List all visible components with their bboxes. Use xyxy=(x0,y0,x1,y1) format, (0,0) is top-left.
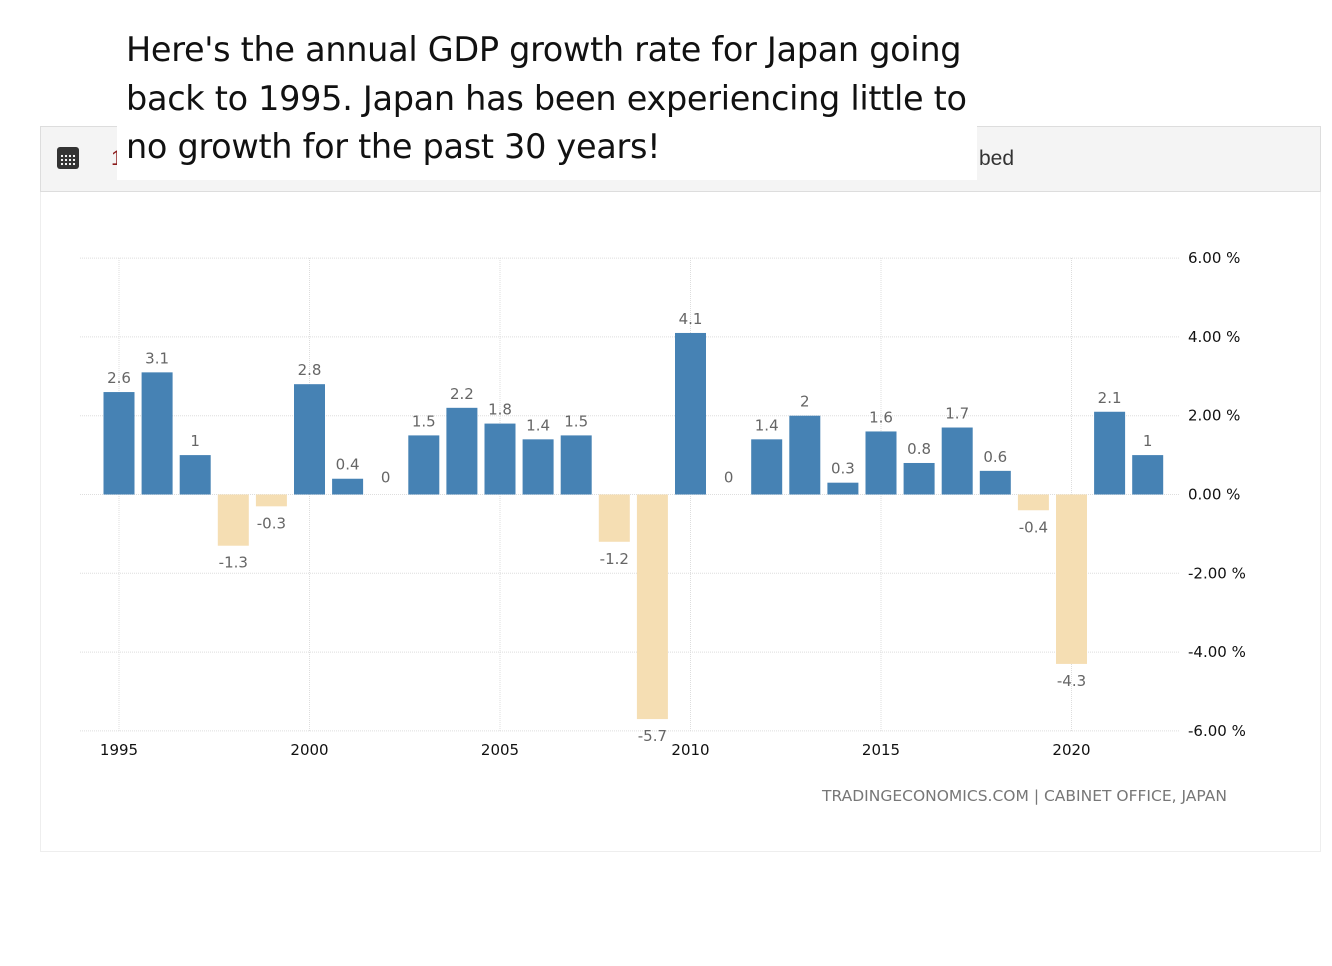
x-tick-label: 2020 xyxy=(1052,741,1090,759)
data-label-2006: 1.4 xyxy=(526,416,550,434)
x-tick-label: 2015 xyxy=(862,741,900,759)
data-label-2010: 4.1 xyxy=(679,310,703,328)
y-tick-label: 4.00 % xyxy=(1188,328,1240,346)
data-label-2021: 2.1 xyxy=(1098,389,1122,407)
data-label-2011: 0 xyxy=(724,469,734,487)
chart-panel xyxy=(40,192,1321,852)
data-label-2008: -1.2 xyxy=(600,550,629,568)
bar-2001 xyxy=(332,478,364,495)
bar-2020 xyxy=(1056,494,1087,664)
bar-2018 xyxy=(979,470,1011,495)
data-label-2003: 1.5 xyxy=(412,412,436,430)
source-agency: CABINET OFFICE, JAPAN xyxy=(1043,787,1227,805)
bar-2010 xyxy=(675,332,706,495)
toolbar-left-text[interactable]: 1 xyxy=(111,147,123,171)
bar-2019 xyxy=(1017,494,1049,511)
data-label-2015: 1.6 xyxy=(869,408,893,426)
bar-1997 xyxy=(179,455,211,495)
y-tick-label: -4.00 % xyxy=(1188,643,1246,661)
y-tick-label: 6.00 % xyxy=(1188,249,1240,267)
data-label-1997: 1 xyxy=(190,432,200,450)
bar-2009 xyxy=(636,494,668,720)
bar-2008 xyxy=(598,494,630,542)
data-label-2018: 0.6 xyxy=(983,448,1007,466)
data-label-2019: -0.4 xyxy=(1019,518,1048,536)
data-label-2017: 1.7 xyxy=(945,405,969,423)
y-tick-label: 0.00 % xyxy=(1188,486,1240,504)
data-label-1995: 2.6 xyxy=(107,369,131,387)
bar-2006 xyxy=(522,439,554,495)
chart-source: TRADINGECONOMICS.COM | CABINET OFFICE, J… xyxy=(822,787,1227,805)
bar-2004 xyxy=(446,407,478,495)
data-label-1998: -1.3 xyxy=(219,554,248,572)
data-label-2016: 0.8 xyxy=(907,440,931,458)
bar-2012 xyxy=(751,439,783,495)
bar-2003 xyxy=(408,435,440,495)
source-separator: | xyxy=(1033,787,1040,805)
data-label-2005: 1.8 xyxy=(488,401,512,419)
data-label-2013: 2 xyxy=(800,393,810,411)
data-label-2022: 1 xyxy=(1143,432,1153,450)
data-label-2012: 1.4 xyxy=(755,416,779,434)
bar-1996 xyxy=(141,372,173,495)
data-label-2007: 1.5 xyxy=(564,412,588,430)
data-label-2009: -5.7 xyxy=(638,727,667,745)
calendar-icon[interactable] xyxy=(57,147,79,169)
x-tick-label: 2000 xyxy=(290,741,328,759)
data-label-1996: 3.1 xyxy=(145,349,169,367)
bar-2005 xyxy=(484,423,516,495)
y-tick-label: -6.00 % xyxy=(1188,722,1246,740)
bar-2000 xyxy=(294,384,325,495)
bar-1998 xyxy=(217,494,249,546)
data-label-2000: 2.8 xyxy=(298,361,322,379)
bar-2014 xyxy=(827,482,859,495)
bar-2013 xyxy=(789,415,821,495)
bar-2021 xyxy=(1094,411,1126,495)
bar-2022 xyxy=(1132,455,1164,495)
y-tick-label: 2.00 % xyxy=(1188,407,1240,425)
data-label-1999: -0.3 xyxy=(257,514,286,532)
caption-text: Here's the annual GDP growth rate for Ja… xyxy=(117,24,977,180)
source-site[interactable]: TRADINGECONOMICS.COM xyxy=(822,787,1029,805)
bar-1995 xyxy=(103,392,135,495)
data-label-2004: 2.2 xyxy=(450,385,474,403)
y-tick-label: -2.00 % xyxy=(1188,564,1246,582)
bar-2017 xyxy=(941,427,973,495)
x-tick-label: 2005 xyxy=(481,741,519,759)
data-label-2002: 0 xyxy=(381,469,391,487)
x-tick-label: 2010 xyxy=(671,741,709,759)
bar-2016 xyxy=(903,462,935,495)
bar-2015 xyxy=(865,431,897,495)
toolbar-embed-text[interactable]: bed xyxy=(979,147,1015,170)
data-label-2001: 0.4 xyxy=(336,456,360,474)
bar-1999 xyxy=(255,494,287,507)
data-label-2020: -4.3 xyxy=(1057,672,1086,690)
x-tick-label: 1995 xyxy=(100,741,138,759)
data-label-2014: 0.3 xyxy=(831,460,855,478)
bar-2007 xyxy=(560,435,592,495)
